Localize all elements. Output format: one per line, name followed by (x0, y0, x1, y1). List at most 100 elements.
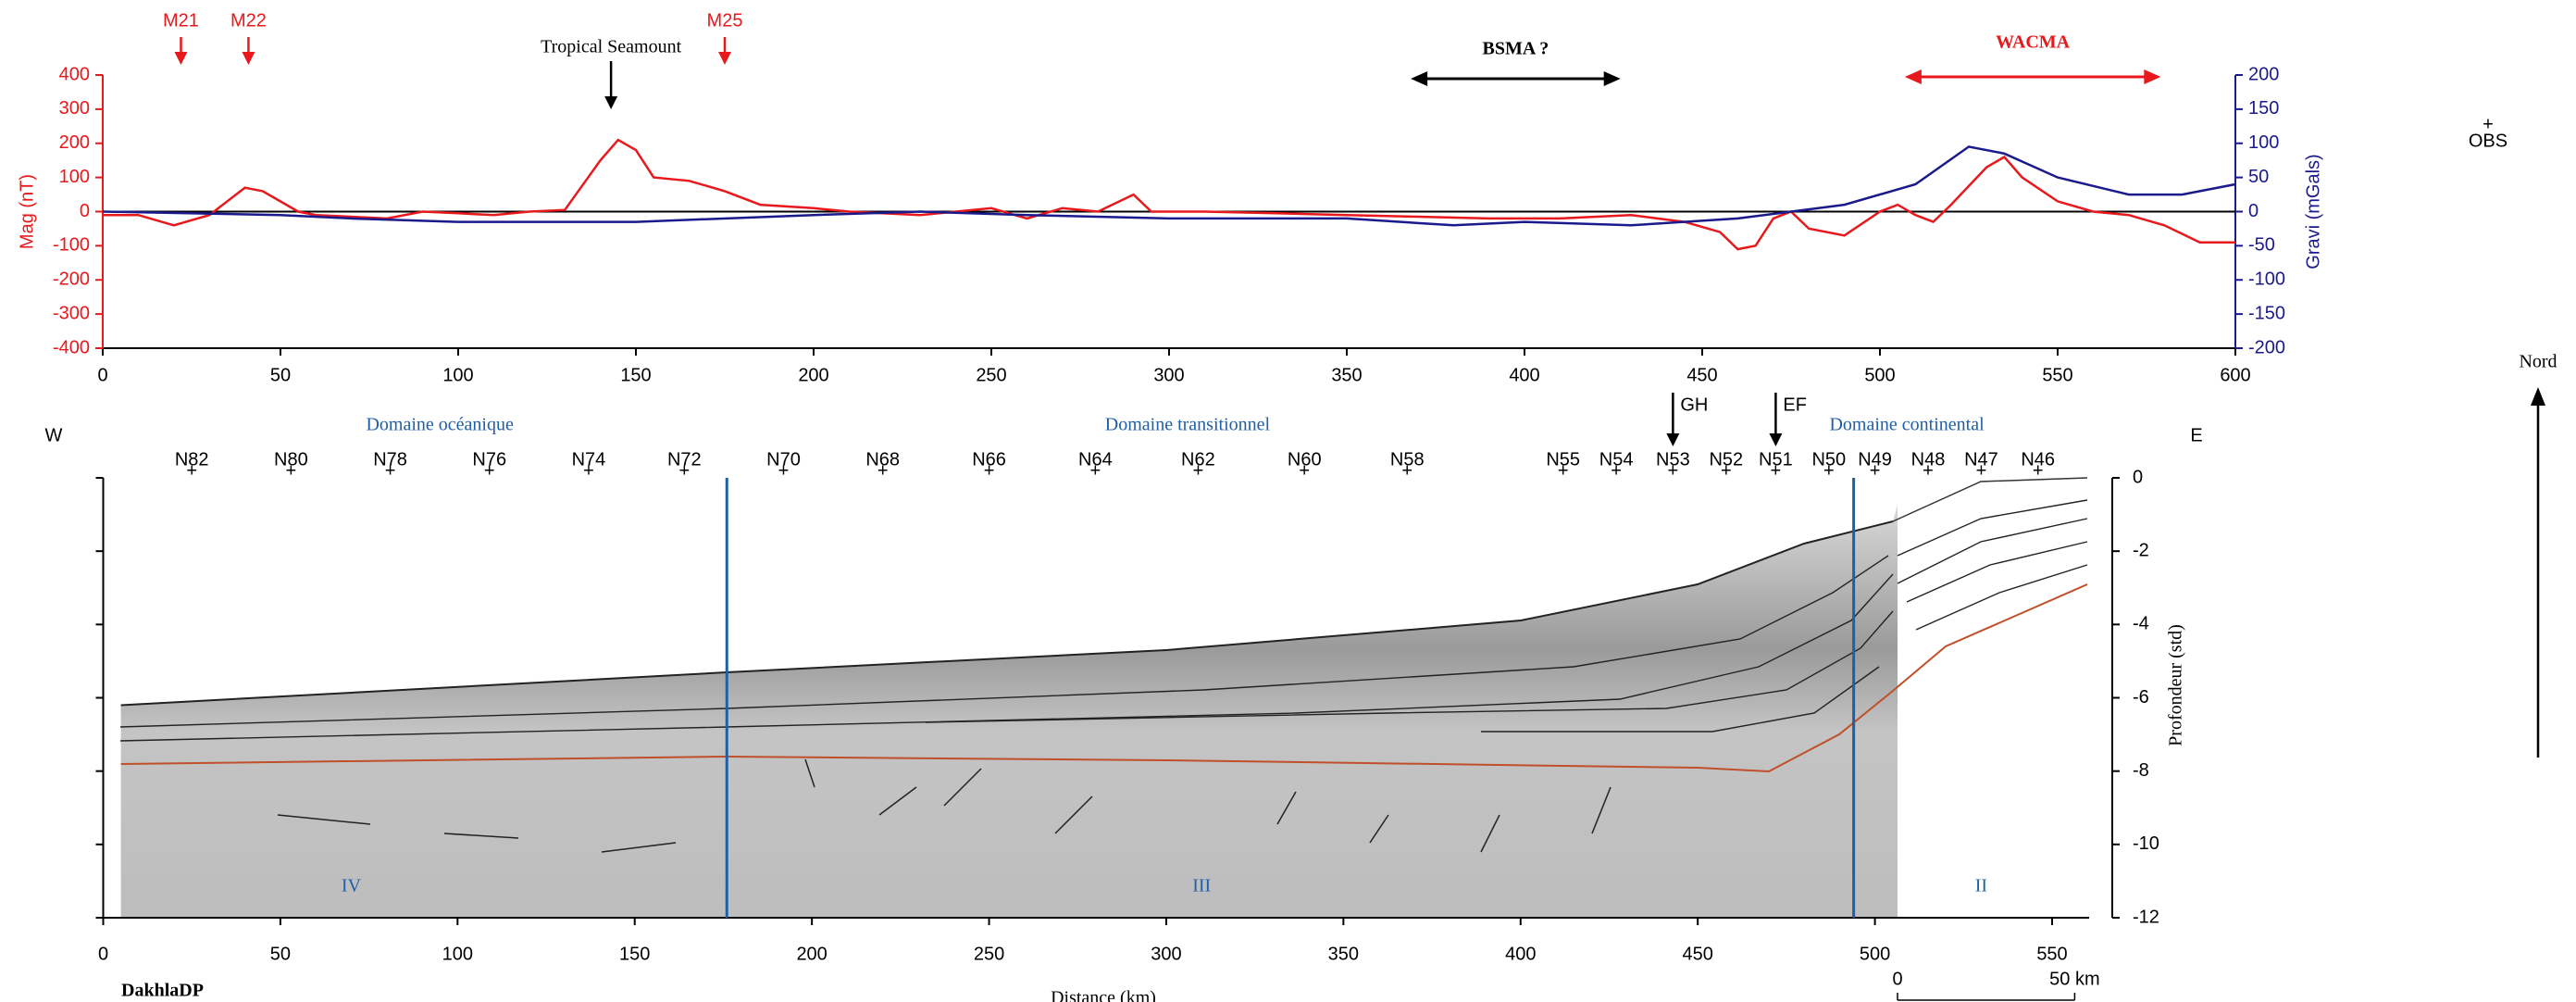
north-arrow-head (2531, 387, 2545, 406)
x-tick-label: 400 (1505, 944, 1536, 964)
x-tick-label: 150 (620, 365, 651, 385)
domain-label: Domaine océanique (366, 415, 513, 435)
annotation: M22 (230, 10, 267, 31)
annotation-arrow-head (718, 52, 731, 65)
y2-tick-label: 0 (2248, 201, 2259, 221)
domain-label: Domaine continental (1829, 415, 1985, 435)
station-label: N58 (1390, 449, 1425, 470)
x-tick-label: 250 (974, 944, 1004, 964)
x-tick-label: 450 (1686, 365, 1717, 385)
x-tick-label: 150 (619, 944, 650, 964)
station-symbol: + (286, 460, 297, 481)
station-symbol: + (2033, 460, 2044, 481)
station-symbol: + (778, 460, 790, 481)
y2-tick-label: 100 (2248, 132, 2279, 153)
y-tick-label: -6 (2133, 687, 2149, 708)
range-label: BSMA ? (1483, 39, 1549, 59)
station-label: N51 (1759, 449, 1793, 470)
x-tick-label: 50 (270, 365, 291, 385)
station-label: N76 (472, 449, 506, 470)
series-line (102, 145, 2236, 227)
y-tick-label: 0 (80, 201, 90, 221)
x-tick-label: 300 (1151, 944, 1181, 964)
station-symbol: + (1721, 460, 1732, 481)
y-tick-label: -2 (2133, 540, 2149, 560)
seismic-image (119, 477, 2088, 918)
x-tick-label: 400 (1509, 365, 1539, 385)
x-tick-label: 500 (1864, 365, 1895, 385)
y-axis-label: Mag (nT) (17, 174, 37, 249)
station-label: N47 (1964, 449, 1998, 470)
station-symbol: + (1193, 460, 1204, 481)
east-label: E (2190, 425, 2202, 445)
faults (277, 758, 1612, 853)
y-axis-label: Profondeur (std) (2166, 624, 2186, 746)
station-label: N78 (373, 449, 407, 470)
station-label: N80 (274, 449, 308, 470)
y-tick-label: 100 (59, 167, 90, 187)
annotation-arrow-head (604, 96, 618, 109)
station-symbol: + (1090, 460, 1101, 481)
zone-label: IV (342, 876, 362, 896)
station-symbol: + (484, 460, 495, 481)
y-tick-label: 200 (59, 132, 90, 153)
station-label: N62 (1181, 449, 1215, 470)
station-label: N53 (1656, 449, 1690, 470)
station-label: N55 (1546, 449, 1580, 470)
annotation: Tropical Seamount (541, 37, 681, 57)
x-tick-label: 350 (1328, 944, 1359, 964)
station-label: N66 (972, 449, 1006, 470)
west-label: W (45, 425, 63, 445)
x-tick-label: 350 (1331, 365, 1362, 385)
station-symbol: + (1668, 460, 1679, 481)
station-symbol: + (1558, 460, 1569, 481)
zone-label: II (1975, 876, 1987, 896)
station-label: N50 (1811, 449, 1846, 470)
station-symbol: + (1771, 460, 1782, 481)
station-symbol: + (877, 460, 889, 481)
station-symbol: + (1923, 460, 1934, 481)
station-label: N74 (572, 449, 606, 470)
annotation: M25 (707, 10, 743, 31)
annotation: M21 (163, 10, 199, 31)
station-label: N49 (1858, 449, 1892, 470)
y-tick-label: -200 (53, 269, 90, 290)
scale-label: 0 (1892, 969, 1902, 989)
obs-legend: OBS (2469, 131, 2508, 151)
shelf-top (1892, 477, 2088, 522)
station-label: N68 (865, 449, 900, 470)
section-title: DakhlaDP (121, 981, 204, 1001)
marker-label: EF (1783, 395, 1807, 415)
station-symbol: + (678, 460, 690, 481)
station-symbol: + (1299, 460, 1310, 481)
station-symbol: + (1401, 460, 1412, 481)
x-tick-label: 0 (98, 944, 108, 964)
y-tick-label: -4 (2133, 614, 2149, 634)
y2-tick-label: -50 (2248, 235, 2275, 256)
x-tick-label: 200 (798, 365, 828, 385)
annotation-arrow-head (1666, 433, 1680, 446)
series-line (103, 138, 2235, 251)
station-symbol: + (385, 460, 396, 481)
x-tick-label: 200 (796, 944, 827, 964)
station-label: N54 (1599, 449, 1634, 470)
station-label: N46 (2021, 449, 2055, 470)
domain-label: Domaine transitionnel (1105, 415, 1271, 435)
x-tick-label: 500 (1860, 944, 1890, 964)
x-axis-label: Distance (km) (1051, 988, 1156, 1002)
seismic-section (120, 505, 1898, 918)
station-symbol: + (1976, 460, 1987, 481)
y-tick-label: -400 (53, 337, 90, 357)
station-symbol: + (1611, 460, 1622, 481)
basement (120, 583, 2088, 773)
x-tick-label: 450 (1682, 944, 1712, 964)
station-symbol: + (1870, 460, 1881, 481)
y2-axis-label: Gravi (mGals) (2303, 154, 2323, 269)
station-label: N64 (1078, 449, 1113, 470)
x-tick-label: 0 (97, 365, 107, 385)
station-label: N48 (1911, 449, 1946, 470)
station-symbol: + (984, 460, 995, 481)
y-tick-label: -8 (2133, 760, 2149, 781)
station-symbol: + (186, 460, 197, 481)
